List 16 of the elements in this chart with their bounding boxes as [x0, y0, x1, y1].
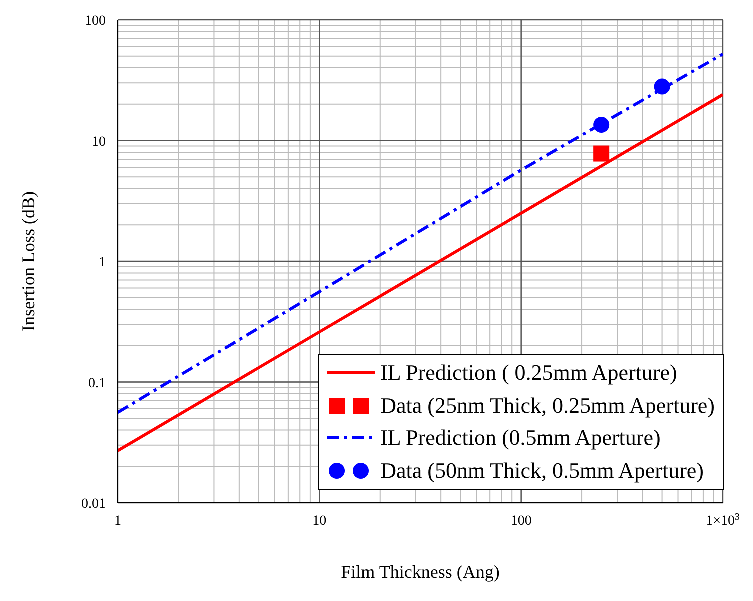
y-tick-label: 0.1 [88, 376, 106, 392]
x-tick-label: 100 [510, 514, 532, 529]
y-axis-title: Insertion Loss (dB) [18, 192, 38, 332]
legend-label: Data (50nm Thick, 0.5mm Aperture) [380, 458, 704, 484]
y-tick-label: 100 [85, 14, 106, 29]
x-tick-label: 1 [114, 514, 122, 529]
y-tick-label: 1 [99, 256, 106, 270]
x-axis-title: Film Thickness (Ang) [341, 562, 500, 582]
line-series [118, 93, 723, 452]
legend-label: Data (25nm Thick, 0.25mm Aperture) [380, 392, 715, 419]
x-tick-label: 10 [312, 514, 327, 529]
y-tick-label: 10 [92, 134, 106, 150]
y-tick-label: 0.01 [82, 497, 106, 512]
x-tick-label: 1×10$^{3}$ [706, 512, 740, 529]
legend-label: IL Prediction ( 0.25mm Aperture) [380, 360, 678, 386]
legend-label: IL Prediction (0.5mm Aperture) [380, 425, 661, 452]
